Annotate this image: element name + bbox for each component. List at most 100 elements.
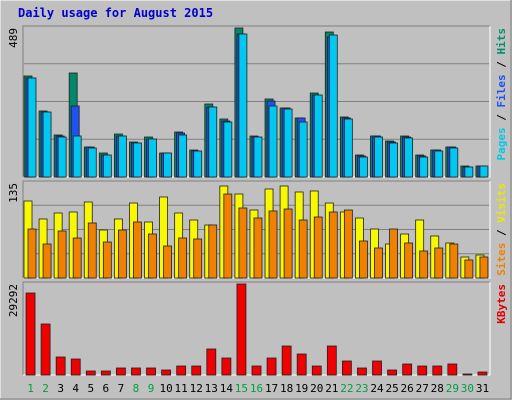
- bar-kbytes-day-11: [176, 365, 187, 376]
- plot-border-dark: [22, 180, 490, 278]
- bar-sites-day-20: [313, 216, 323, 279]
- day-label: 1: [27, 382, 34, 395]
- axis-legend: Sites / Visits: [495, 183, 508, 276]
- bar-kbytes-day-13: [206, 348, 217, 376]
- bar-pages-day-12: [193, 150, 203, 178]
- day-label: 23: [355, 382, 368, 395]
- bar-pages-day-3: [57, 136, 67, 178]
- bar-pages-day-9: [148, 138, 157, 178]
- legend-pages: Pages: [495, 127, 508, 160]
- day-label: 15: [235, 382, 248, 395]
- bar-sites-day-6: [102, 241, 112, 279]
- bar-pages-day-4: [72, 135, 82, 178]
- bar-sites-day-8: [133, 221, 142, 279]
- day-label: 7: [118, 382, 125, 395]
- bar-kbytes-day-29: [447, 363, 458, 376]
- bar-kbytes-day-28: [432, 365, 443, 376]
- bar-kbytes-day-6: [100, 370, 111, 376]
- plot-border-dark: [22, 25, 490, 177]
- bar-sites-day-5: [87, 222, 97, 279]
- bar-pages-day-23: [359, 156, 368, 178]
- bar-pages-day-17: [268, 105, 278, 178]
- day-label: 20: [310, 382, 323, 395]
- bar-kbytes-day-2: [40, 323, 51, 376]
- day-label: 2: [42, 382, 49, 395]
- day-label: 31: [476, 382, 489, 395]
- day-label: 10: [159, 382, 172, 395]
- bar-pages-day-19: [298, 121, 308, 178]
- day-label: 13: [205, 382, 218, 395]
- legend-sites: Sites: [495, 243, 508, 276]
- bar-kbytes-day-8: [131, 367, 141, 376]
- day-label: 14: [220, 382, 234, 395]
- bar-sites-day-24: [374, 247, 383, 279]
- bar-pages-day-18: [283, 108, 293, 178]
- bar-sites-day-2: [42, 243, 52, 279]
- day-label: 12: [190, 382, 203, 395]
- day-label: 21: [325, 382, 338, 395]
- bar-pages-day-10: [163, 152, 172, 178]
- legend-hits: Hits: [495, 28, 508, 55]
- bar-kbytes-day-14: [221, 357, 232, 376]
- legend-kbytes: KBytes: [495, 284, 508, 324]
- bar-pages-day-24: [374, 136, 383, 178]
- bar-sites-day-25: [389, 228, 398, 279]
- day-label: 25: [385, 382, 398, 395]
- day-label: 16: [250, 382, 263, 395]
- day-label: 22: [340, 382, 353, 395]
- bar-sites-day-11: [178, 237, 188, 279]
- bar-kbytes-day-12: [191, 365, 202, 376]
- bar-pages-day-7: [117, 135, 127, 178]
- y-max-label: 135: [7, 183, 20, 203]
- panel-visits-sites: 135 Sites / Visits: [7, 180, 508, 279]
- bar-kbytes-day-30: [462, 373, 473, 376]
- bar-pages-day-29: [449, 147, 459, 178]
- axis-legend: KBytes: [495, 284, 508, 324]
- bar-sites-day-1: [27, 228, 37, 279]
- bar-sites-day-28: [434, 247, 444, 279]
- bar-kbytes-day-27: [417, 365, 428, 376]
- bar-pages-day-22: [343, 118, 353, 178]
- chart-title: Daily usage for August 2015: [18, 6, 213, 20]
- panel-hits-pages-files: 489 Pages / Files / Hits: [7, 25, 508, 178]
- bar-pages-day-15: [238, 33, 248, 178]
- bar-kbytes-day-24: [372, 360, 382, 376]
- bar-kbytes-day-7: [116, 367, 126, 376]
- day-label: 30: [461, 382, 474, 395]
- bar-pages-day-6: [102, 154, 112, 178]
- day-label: 9: [148, 382, 155, 395]
- bar-kbytes-day-31: [477, 371, 488, 376]
- day-label: 5: [87, 382, 94, 395]
- bar-pages-day-30: [464, 166, 474, 178]
- panel-kbytes: 29292 KBytes: [7, 281, 508, 376]
- plot-border-dark: [22, 281, 490, 375]
- bar-sites-day-31: [479, 256, 489, 279]
- bar-sites-day-26: [404, 242, 414, 279]
- day-label: 29: [446, 382, 459, 395]
- bar-sites-day-3: [57, 230, 67, 279]
- bar-pages-day-13: [208, 106, 218, 178]
- bar-kbytes-day-23: [357, 367, 367, 376]
- bar-sites-day-14: [223, 193, 233, 279]
- bar-sites-day-21: [328, 211, 338, 279]
- bar-kbytes-day-9: [146, 367, 156, 376]
- bar-pages-day-27: [419, 156, 429, 178]
- bar-sites-day-22: [343, 209, 353, 279]
- bar-kbytes-day-5: [85, 370, 96, 376]
- day-label: 11: [175, 382, 188, 395]
- bar-kbytes-day-10: [161, 369, 172, 376]
- bar-pages-day-26: [404, 137, 414, 178]
- bar-pages-day-21: [328, 34, 338, 178]
- bar-sites-day-15: [238, 207, 248, 279]
- day-label: 24: [370, 382, 384, 395]
- bar-pages-day-11: [178, 134, 188, 178]
- day-label: 28: [431, 382, 444, 395]
- bar-sites-day-29: [449, 243, 459, 279]
- bar-kbytes-day-4: [70, 358, 81, 376]
- bar-pages-day-1: [27, 77, 37, 178]
- bar-sites-day-4: [72, 237, 82, 279]
- bar-pages-day-2: [42, 111, 52, 178]
- bar-sites-day-27: [419, 250, 429, 279]
- legend-separator: /: [495, 108, 508, 128]
